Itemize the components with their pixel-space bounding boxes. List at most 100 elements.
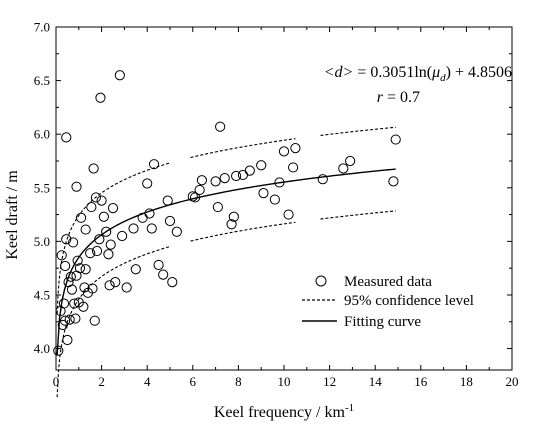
- legend: Measured data 95% confidence level Fitti…: [302, 274, 474, 330]
- data-point-45: [114, 70, 125, 81]
- x-tick-label-6: 12: [323, 374, 336, 389]
- data-point-9: [62, 334, 73, 346]
- data-point-29: [86, 201, 97, 213]
- correlation-value: = 0.7: [383, 89, 420, 106]
- data-point-43: [107, 203, 119, 214]
- y-tick-label-0: 4.0: [34, 341, 50, 356]
- data-point-4: [58, 298, 70, 309]
- data-point-58: [164, 215, 176, 227]
- data-point-64: [196, 175, 208, 186]
- data-point-41: [104, 280, 115, 291]
- x-tick-label-3: 6: [190, 374, 197, 389]
- data-point-86: [390, 134, 401, 145]
- data-point-6: [60, 260, 71, 272]
- data-point-77: [274, 177, 285, 188]
- data-point-2: [56, 250, 67, 261]
- data-point-32: [89, 315, 100, 326]
- y-tick-label-1: 4.5: [34, 287, 50, 302]
- data-point-65: [210, 176, 221, 187]
- data-point-31: [88, 163, 99, 174]
- data-point-12: [65, 271, 76, 282]
- data-point-21: [74, 263, 86, 274]
- data-point-40: [103, 249, 114, 260]
- y-tick-label-2: 5.0: [34, 234, 50, 249]
- data-point-7: [61, 234, 72, 245]
- x-axis-title-text: Keel frequency / km: [214, 404, 346, 421]
- data-point-18: [71, 181, 82, 192]
- data-point-71: [231, 170, 242, 182]
- x-axis-title-superscript: -1: [345, 402, 354, 414]
- data-point-76: [269, 194, 280, 205]
- data-point-36: [95, 92, 106, 103]
- data-point-42: [105, 239, 116, 250]
- x-tick-label-2: 4: [144, 374, 151, 389]
- x-tick-label-4: 8: [235, 374, 242, 389]
- data-point-26: [80, 224, 91, 235]
- data-point-78: [278, 146, 290, 157]
- data-point-44: [110, 277, 121, 288]
- x-tick-label-0: 0: [53, 374, 60, 389]
- data-point-46: [117, 230, 128, 242]
- fit-equation-annotation: <d> = 0.3051ln(μd) + 4.8506 r = 0.7: [324, 64, 512, 106]
- data-point-24: [79, 282, 90, 293]
- data-point-15: [69, 298, 80, 309]
- data-point-61: [187, 191, 198, 202]
- data-point-5: [60, 315, 71, 326]
- data-point-37: [96, 195, 107, 206]
- correlation-variable: r: [377, 89, 384, 106]
- data-point-51: [142, 178, 153, 189]
- data-point-22: [75, 212, 87, 223]
- data-point-70: [228, 211, 239, 222]
- data-point-55: [153, 259, 164, 271]
- data-point-28: [85, 248, 96, 259]
- data-point-56: [158, 269, 169, 280]
- fitting-curve: [56, 168, 396, 356]
- data-point-85: [388, 176, 399, 187]
- x-tick-label-10: 20: [506, 374, 519, 389]
- data-point-33: [90, 192, 102, 203]
- x-tick-label-9: 18: [460, 374, 473, 389]
- data-point-82: [317, 174, 328, 185]
- legend-label-fit: Fitting curve: [344, 314, 421, 330]
- legend-label-confidence: 95% confidence level: [344, 293, 474, 309]
- data-point-34: [91, 245, 103, 257]
- data-point-63: [194, 184, 205, 196]
- data-point-47: [121, 282, 132, 293]
- data-point-11: [64, 314, 75, 325]
- data-point-81: [290, 143, 301, 154]
- fit-equation-lhs: <d>: [324, 64, 354, 81]
- fit-equation-suffix: ) + 4.8506: [446, 64, 512, 81]
- confidence-lower-1: [190, 221, 296, 242]
- confidence-upper-1: [190, 138, 296, 159]
- data-point-30: [87, 283, 98, 294]
- data-point-60: [171, 226, 182, 237]
- data-point-66: [212, 201, 223, 213]
- y-tick-label-6: 7.0: [34, 20, 50, 35]
- x-tick-label-8: 16: [414, 374, 428, 389]
- confidence-upper-2: [320, 126, 396, 136]
- fit-equation-mu-subscript: d: [440, 72, 446, 84]
- data-point-19: [72, 255, 83, 266]
- data-point-54: [148, 159, 160, 170]
- x-tick-label-1: 2: [98, 374, 105, 389]
- data-point-25: [80, 264, 91, 275]
- confidence-lower-2: [320, 210, 396, 220]
- x-tick-label-7: 14: [369, 374, 383, 389]
- data-point-0: [53, 345, 64, 356]
- fit-equation: <d> = 0.3051ln(μd) + 4.8506: [324, 64, 512, 84]
- correlation-coefficient: r = 0.7: [377, 89, 420, 106]
- data-point-38: [98, 211, 109, 222]
- data-point-59: [167, 277, 178, 288]
- data-point-74: [256, 160, 267, 171]
- data-point-67: [215, 121, 226, 132]
- data-point-57: [162, 195, 173, 206]
- fit-equation-prefix: = 0.3051ln(: [353, 64, 432, 81]
- data-point-69: [226, 219, 237, 230]
- data-point-8: [61, 132, 72, 143]
- data-point-83: [338, 163, 349, 174]
- legend-label-measured: Measured data: [344, 274, 432, 290]
- data-point-52: [144, 208, 155, 219]
- data-point-79: [283, 209, 294, 220]
- data-point-13: [66, 284, 78, 295]
